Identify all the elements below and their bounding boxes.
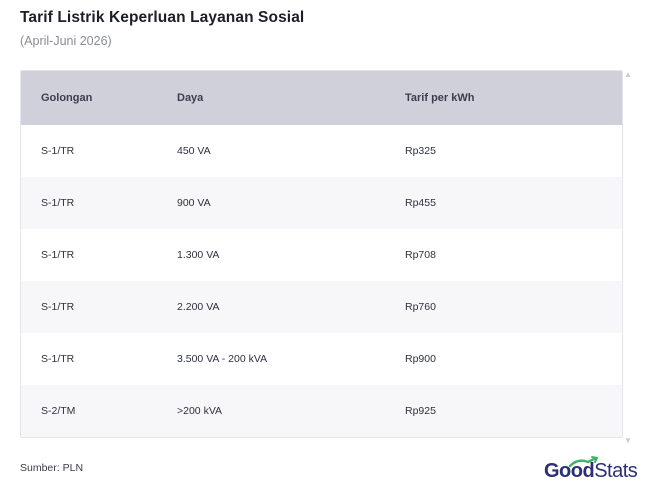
- cell-daya: 900 VA: [177, 197, 211, 209]
- goodstats-logo: GoodStats: [544, 454, 638, 488]
- cell-daya: >200 kVA: [177, 405, 223, 417]
- scroll-up-icon[interactable]: ▲: [624, 70, 632, 79]
- cell-daya: 1.300 VA: [177, 249, 220, 261]
- cell-golongan: S-1/TR: [41, 197, 75, 209]
- cell-daya: 450 VA: [177, 145, 211, 157]
- scroll-down-icon[interactable]: ▼: [624, 436, 632, 445]
- cell-daya: 2.200 VA: [177, 301, 220, 313]
- table-header: Golongan Daya Tarif per kWh: [21, 71, 622, 125]
- table-row: S-2/TM >200 kVA Rp925: [21, 385, 622, 437]
- page-subtitle: (April-Juni 2026): [20, 34, 112, 48]
- tariff-table: Golongan Daya Tarif per kWh S-1/TR 450 VA…: [20, 70, 623, 438]
- logo-wordmark: GoodStats: [544, 460, 638, 483]
- column-header-daya: Daya: [177, 92, 204, 104]
- cell-golongan: S-1/TR: [41, 301, 75, 313]
- table-row: S-1/TR 2.200 VA Rp760: [21, 281, 622, 333]
- column-header-tarif: Tarif per kWh: [405, 92, 475, 104]
- column-header-golongan: Golongan: [41, 92, 93, 104]
- cell-golongan: S-1/TR: [41, 145, 75, 157]
- cell-golongan: S-2/TM: [41, 405, 76, 417]
- cell-golongan: S-1/TR: [41, 353, 75, 365]
- logo-stats: Stats: [594, 460, 638, 482]
- source-note: Sumber: PLN: [20, 462, 84, 474]
- logo-good: Good: [544, 460, 595, 482]
- table-row: S-1/TR 1.300 VA Rp708: [21, 229, 622, 281]
- cell-tarif: Rp325: [405, 145, 436, 157]
- cell-tarif: Rp455: [405, 197, 436, 209]
- cell-tarif: Rp900: [405, 353, 436, 365]
- cell-golongan: S-1/TR: [41, 249, 75, 261]
- cell-tarif: Rp760: [405, 301, 436, 313]
- table-body: S-1/TR 450 VA Rp325 S-1/TR 900 VA Rp455 S-1/TR…: [21, 125, 622, 437]
- cell-daya: 3.500 VA - 200 kVA: [177, 353, 268, 365]
- logo-swoosh-icon: [568, 456, 598, 468]
- page-title: Tarif Listrik Keperluan Layanan Sosial: [20, 9, 305, 26]
- cell-tarif: Rp925: [405, 405, 436, 417]
- table-row: S-1/TR 450 VA Rp325: [21, 125, 622, 177]
- table-row: S-1/TR 900 VA Rp455: [21, 177, 622, 229]
- cell-tarif: Rp708: [405, 249, 436, 261]
- table-row: S-1/TR 3.500 VA - 200 kVA Rp900: [21, 333, 622, 385]
